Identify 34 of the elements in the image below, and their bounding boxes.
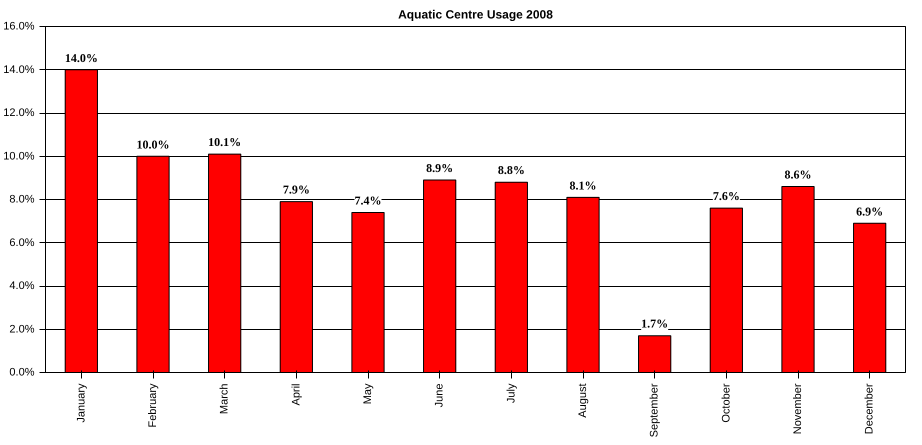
data-label: 7.9% (282, 182, 310, 197)
x-tick-label: July (505, 383, 518, 404)
data-label: 8.9% (426, 161, 454, 176)
y-tick-label: 16.0% (3, 20, 35, 32)
y-tick-label: 14.0% (3, 64, 35, 76)
data-label: 7.4% (354, 193, 382, 208)
x-tick-label: December (864, 383, 876, 434)
data-label: 8.6% (784, 168, 812, 182)
x-tick-label: October (720, 383, 732, 423)
x-tick-label: January (75, 383, 88, 423)
data-label: 6.9% (856, 204, 884, 218)
chart-title: Aquatic Centre Usage 2008 (398, 8, 554, 22)
y-tick-label: 4.0% (9, 280, 35, 292)
data-label: 1.7% (641, 316, 668, 331)
y-tick-label: 12.0% (3, 107, 35, 119)
x-tick-label: June (434, 383, 446, 408)
x-tick-label: August (577, 383, 589, 418)
data-label: 8.8% (498, 163, 525, 178)
y-tick-label: 0.0% (9, 366, 35, 378)
x-tick-label: April (290, 383, 302, 406)
data-label: 10.0% (136, 137, 170, 152)
y-tick-label: 6.0% (9, 236, 35, 249)
data-label: 10.1% (208, 135, 242, 150)
y-tick-label: 2.0% (9, 323, 35, 336)
data-label: 14.0% (64, 50, 98, 65)
x-tick-label: November (792, 383, 804, 434)
y-tick-label: 10.0% (3, 150, 35, 162)
data-label: 7.6% (712, 189, 740, 204)
y-tick-label: 8.0% (9, 194, 35, 206)
x-tick-label: February (147, 383, 159, 428)
x-tick-label: March (218, 384, 231, 414)
data-label: 8.1% (570, 178, 596, 192)
x-tick-label: September (648, 383, 661, 438)
x-tick-label: May (362, 383, 374, 404)
